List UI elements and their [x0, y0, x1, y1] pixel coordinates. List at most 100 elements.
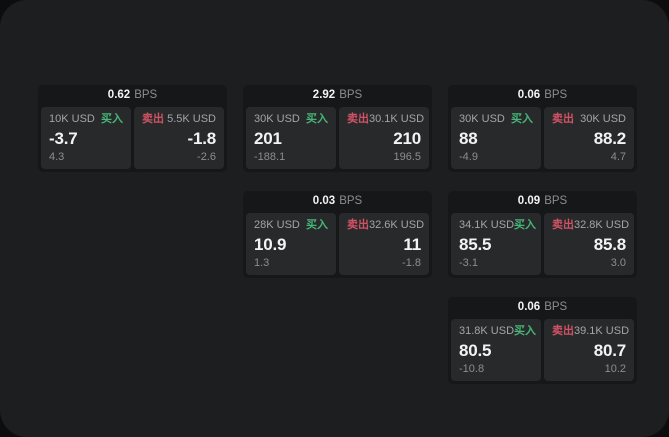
buy-delta: -4.9	[459, 151, 478, 163]
sell-price: 11	[403, 234, 421, 254]
sell-panel[interactable]: 卖出 5.5K USD -1.8 -2.6	[134, 107, 224, 169]
card-body: 10K USD 买入 -3.7 4.3 卖出 5.5K USD -1.8 -2.…	[38, 107, 227, 172]
quote-cards-grid: 0.62 BPS 10K USD 买入 -3.7 4.3 卖出 5.5K USD…	[38, 85, 637, 384]
sell-panel[interactable]: 卖出 30K USD 88.2 4.7	[544, 107, 634, 169]
sell-side-tag: 卖出	[347, 113, 369, 125]
sell-side-tag: 卖出	[552, 325, 574, 337]
buy-size: 34.1K USD	[459, 219, 515, 231]
card-header: 0.62 BPS	[38, 85, 227, 107]
sell-size: 32.6K USD	[369, 219, 425, 231]
spread-bps-value: 2.92	[312, 89, 336, 102]
buy-top-row: 34.1K USD 买入	[459, 219, 537, 231]
sell-side-tag: 卖出	[552, 113, 574, 125]
spread-bps-value: 0.09	[517, 195, 541, 208]
buy-top-row: 31.8K USD 买入	[459, 325, 537, 337]
sell-price: 210	[393, 128, 421, 148]
buy-price: 10.9	[254, 234, 287, 254]
sell-size: 39.1K USD	[574, 325, 630, 337]
sell-panel[interactable]: 卖出 32.8K USD 85.8 3.0	[544, 213, 634, 275]
card-body: 31.8K USD 买入 80.5 -10.8 卖出 39.1K USD 80.…	[448, 319, 637, 384]
spread-bps-value: 0.06	[517, 301, 541, 314]
buy-side-tag: 买入	[514, 219, 537, 231]
buy-delta: 4.3	[49, 151, 65, 163]
buy-delta: -188.1	[254, 151, 286, 163]
buy-size: 28K USD	[254, 219, 300, 231]
buy-side-tag: 买入	[514, 325, 537, 337]
buy-price: 88	[459, 128, 478, 148]
quote-card[interactable]: 0.06 BPS 30K USD 买入 88 -4.9 卖出 30K USD 8…	[448, 85, 637, 172]
quote-card[interactable]: 0.09 BPS 34.1K USD 买入 85.5 -3.1 卖出 32.8K…	[448, 191, 637, 278]
quote-card[interactable]: 0.06 BPS 31.8K USD 买入 80.5 -10.8 卖出 39.1…	[448, 297, 637, 384]
spread-bps-value: 0.06	[517, 89, 541, 102]
quote-card[interactable]: 0.03 BPS 28K USD 买入 10.9 1.3 卖出 32.6K US…	[243, 191, 432, 278]
buy-top-row: 30K USD 买入	[459, 114, 533, 125]
buy-panel[interactable]: 10K USD 买入 -3.7 4.3	[41, 107, 131, 169]
card-header: 0.09 BPS	[448, 191, 637, 213]
sell-panel[interactable]: 卖出 32.6K USD 11 -1.8	[339, 213, 429, 275]
sell-side-tag: 卖出	[347, 219, 369, 231]
buy-side-tag: 买入	[101, 113, 123, 125]
sell-size: 30.1K USD	[369, 113, 425, 125]
bps-unit-label: BPS	[544, 89, 568, 102]
buy-delta: -10.8	[459, 363, 485, 375]
sell-side-tag: 卖出	[552, 219, 574, 231]
bps-unit-label: BPS	[339, 195, 363, 208]
card-body: 30K USD 买入 88 -4.9 卖出 30K USD 88.2 4.7	[448, 107, 637, 172]
sell-price: 80.7	[593, 340, 626, 360]
buy-size: 31.8K USD	[459, 325, 515, 337]
quote-card[interactable]: 2.92 BPS 30K USD 买入 201 -188.1 卖出 30.1K …	[243, 85, 432, 172]
sell-size: 32.8K USD	[574, 219, 630, 231]
buy-size: 30K USD	[254, 113, 300, 125]
buy-delta: -3.1	[459, 257, 478, 269]
sell-panel[interactable]: 卖出 39.1K USD 80.7 10.2	[544, 319, 634, 381]
buy-panel[interactable]: 30K USD 买入 201 -188.1	[246, 107, 336, 169]
sell-price: 85.8	[593, 234, 626, 254]
buy-top-row: 28K USD 买入	[254, 220, 328, 231]
sell-size: 5.5K USD	[167, 113, 216, 125]
buy-panel[interactable]: 34.1K USD 买入 85.5 -3.1	[451, 213, 541, 275]
sell-top-row: 卖出 32.6K USD	[347, 219, 425, 231]
card-header: 0.03 BPS	[243, 191, 432, 213]
spread-bps-value: 0.03	[312, 195, 336, 208]
bps-unit-label: BPS	[339, 89, 363, 102]
spread-bps-value: 0.62	[107, 89, 131, 102]
buy-size: 10K USD	[49, 113, 95, 125]
buy-side-tag: 买入	[306, 113, 328, 125]
card-header: 0.06 BPS	[448, 85, 637, 107]
sell-top-row: 卖出 39.1K USD	[552, 325, 630, 337]
bps-unit-label: BPS	[544, 195, 568, 208]
buy-delta: 1.3	[254, 257, 270, 269]
bps-unit-label: BPS	[544, 301, 568, 314]
sell-price: 88.2	[593, 128, 626, 148]
buy-price: 80.5	[459, 340, 492, 360]
sell-delta: -1.8	[402, 257, 421, 269]
sell-panel[interactable]: 卖出 30.1K USD 210 196.5	[339, 107, 429, 169]
card-header: 0.06 BPS	[448, 297, 637, 319]
bps-unit-label: BPS	[134, 89, 158, 102]
sell-price: -1.8	[187, 128, 217, 148]
card-header: 2.92 BPS	[243, 85, 432, 107]
card-body: 28K USD 买入 10.9 1.3 卖出 32.6K USD 11 -1.8	[243, 213, 432, 278]
sell-top-row: 卖出 32.8K USD	[552, 219, 630, 231]
buy-panel[interactable]: 28K USD 买入 10.9 1.3	[246, 213, 336, 275]
sell-side-tag: 卖出	[142, 113, 164, 125]
buy-top-row: 10K USD 买入	[49, 114, 123, 125]
buy-top-row: 30K USD 买入	[254, 114, 328, 125]
buy-price: 85.5	[459, 234, 492, 254]
sell-delta: -2.6	[197, 151, 216, 163]
sell-size: 30K USD	[580, 113, 626, 125]
buy-panel[interactable]: 30K USD 买入 88 -4.9	[451, 107, 541, 169]
buy-panel[interactable]: 31.8K USD 买入 80.5 -10.8	[451, 319, 541, 381]
sell-top-row: 卖出 5.5K USD	[142, 114, 216, 125]
sell-top-row: 卖出 30K USD	[552, 114, 626, 125]
buy-side-tag: 买入	[306, 219, 328, 231]
sell-top-row: 卖出 30.1K USD	[347, 113, 425, 125]
quote-card[interactable]: 0.62 BPS 10K USD 买入 -3.7 4.3 卖出 5.5K USD…	[38, 85, 227, 172]
buy-price: 201	[254, 128, 282, 148]
buy-size: 30K USD	[459, 113, 505, 125]
buy-price: -3.7	[49, 128, 78, 148]
sell-delta: 4.7	[610, 151, 626, 163]
sell-delta: 3.0	[610, 257, 626, 269]
sell-delta: 10.2	[604, 363, 626, 375]
